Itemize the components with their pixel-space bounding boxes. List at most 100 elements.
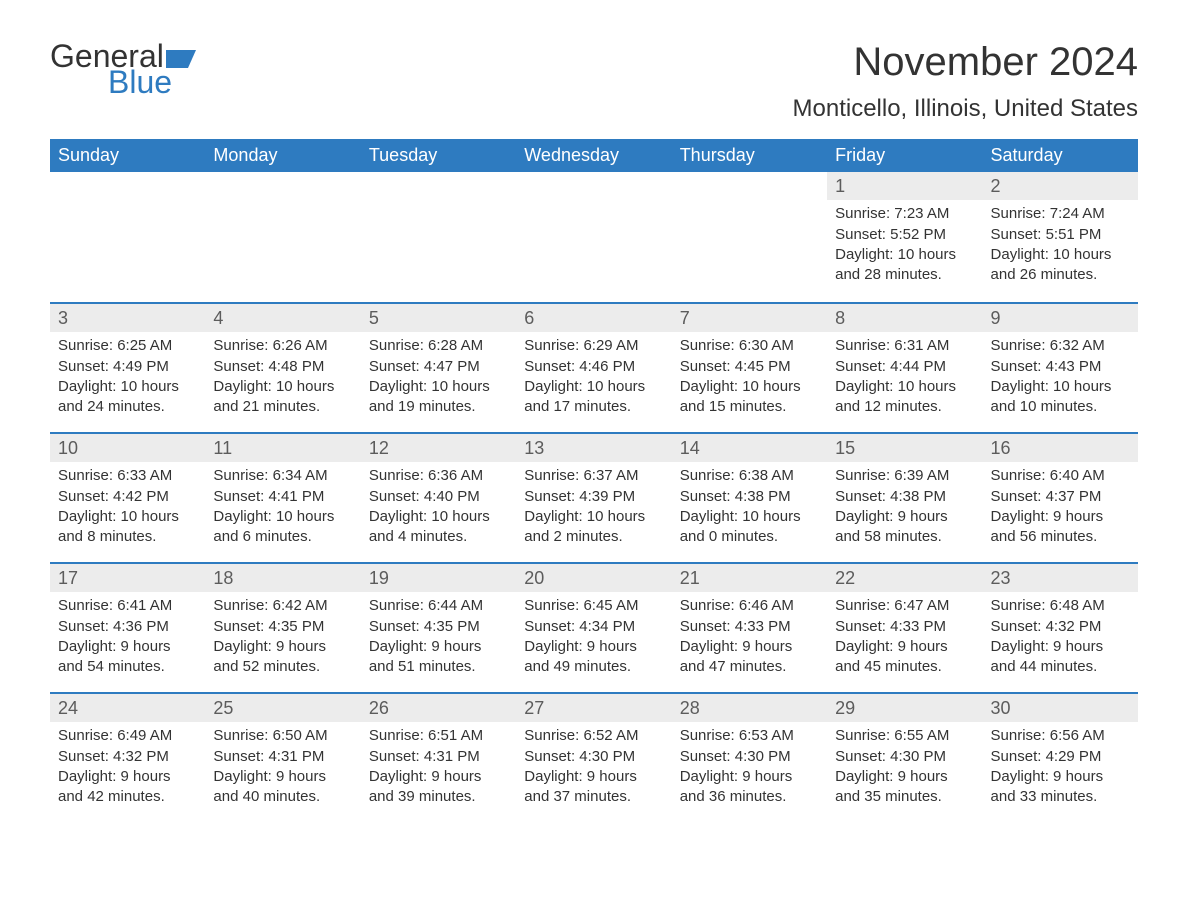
sunset-text: Sunset: 4:40 PM <box>369 487 508 507</box>
day-body: Sunrise: 6:31 AMSunset: 4:44 PMDaylight:… <box>827 332 982 429</box>
calendar-cell: 13Sunrise: 6:37 AMSunset: 4:39 PMDayligh… <box>516 434 671 562</box>
sunrise-text: Sunrise: 7:24 AM <box>991 204 1130 224</box>
title-block: November 2024 Monticello, Illinois, Unit… <box>793 40 1139 123</box>
day-header: Wednesday <box>516 139 671 172</box>
day-header: Tuesday <box>361 139 516 172</box>
sunset-text: Sunset: 4:45 PM <box>680 357 819 377</box>
day-body: Sunrise: 6:37 AMSunset: 4:39 PMDaylight:… <box>516 462 671 559</box>
sunset-text: Sunset: 4:36 PM <box>58 617 197 637</box>
calendar-cell: 24Sunrise: 6:49 AMSunset: 4:32 PMDayligh… <box>50 694 205 822</box>
day-number: 10 <box>50 434 205 462</box>
week-row: 17Sunrise: 6:41 AMSunset: 4:36 PMDayligh… <box>50 562 1138 692</box>
sunrise-text: Sunrise: 6:31 AM <box>835 336 974 356</box>
daylight-text: Daylight: 10 hours and 12 minutes. <box>835 377 974 418</box>
sunset-text: Sunset: 4:44 PM <box>835 357 974 377</box>
sunrise-text: Sunrise: 6:45 AM <box>524 596 663 616</box>
day-body: Sunrise: 6:55 AMSunset: 4:30 PMDaylight:… <box>827 722 982 819</box>
day-number: 29 <box>827 694 982 722</box>
sunset-text: Sunset: 4:43 PM <box>991 357 1130 377</box>
day-body: Sunrise: 6:38 AMSunset: 4:38 PMDaylight:… <box>672 462 827 559</box>
daylight-text: Daylight: 10 hours and 8 minutes. <box>58 507 197 548</box>
sunrise-text: Sunrise: 6:55 AM <box>835 726 974 746</box>
daylight-text: Daylight: 10 hours and 4 minutes. <box>369 507 508 548</box>
sunrise-text: Sunrise: 6:37 AM <box>524 466 663 486</box>
daylight-text: Daylight: 10 hours and 0 minutes. <box>680 507 819 548</box>
sunset-text: Sunset: 4:41 PM <box>213 487 352 507</box>
sunset-text: Sunset: 4:30 PM <box>680 747 819 767</box>
sunset-text: Sunset: 4:33 PM <box>680 617 819 637</box>
daylight-text: Daylight: 9 hours and 47 minutes. <box>680 637 819 678</box>
day-number: 20 <box>516 564 671 592</box>
calendar-cell: 1Sunrise: 7:23 AMSunset: 5:52 PMDaylight… <box>827 172 982 302</box>
sunrise-text: Sunrise: 6:34 AM <box>213 466 352 486</box>
day-number: 25 <box>205 694 360 722</box>
sunset-text: Sunset: 4:49 PM <box>58 357 197 377</box>
sunrise-text: Sunrise: 6:53 AM <box>680 726 819 746</box>
day-number: 23 <box>983 564 1138 592</box>
daylight-text: Daylight: 9 hours and 54 minutes. <box>58 637 197 678</box>
day-number: 3 <box>50 304 205 332</box>
sunrise-text: Sunrise: 6:29 AM <box>524 336 663 356</box>
day-number: 19 <box>361 564 516 592</box>
sunrise-text: Sunrise: 6:49 AM <box>58 726 197 746</box>
day-body: Sunrise: 6:39 AMSunset: 4:38 PMDaylight:… <box>827 462 982 559</box>
day-body: Sunrise: 6:44 AMSunset: 4:35 PMDaylight:… <box>361 592 516 689</box>
sunset-text: Sunset: 4:30 PM <box>524 747 663 767</box>
brand-word2: Blue <box>108 66 172 98</box>
day-body: Sunrise: 6:26 AMSunset: 4:48 PMDaylight:… <box>205 332 360 429</box>
sunset-text: Sunset: 4:37 PM <box>991 487 1130 507</box>
daylight-text: Daylight: 9 hours and 56 minutes. <box>991 507 1130 548</box>
sunset-text: Sunset: 4:34 PM <box>524 617 663 637</box>
sunset-text: Sunset: 4:31 PM <box>369 747 508 767</box>
brand-logo: General Blue <box>50 40 196 98</box>
calendar-cell: 7Sunrise: 6:30 AMSunset: 4:45 PMDaylight… <box>672 304 827 432</box>
calendar-cell: 9Sunrise: 6:32 AMSunset: 4:43 PMDaylight… <box>983 304 1138 432</box>
calendar-cell: 14Sunrise: 6:38 AMSunset: 4:38 PMDayligh… <box>672 434 827 562</box>
daylight-text: Daylight: 10 hours and 2 minutes. <box>524 507 663 548</box>
day-body: Sunrise: 6:56 AMSunset: 4:29 PMDaylight:… <box>983 722 1138 819</box>
day-body: Sunrise: 6:47 AMSunset: 4:33 PMDaylight:… <box>827 592 982 689</box>
day-number: 5 <box>361 304 516 332</box>
location-subtitle: Monticello, Illinois, United States <box>793 95 1139 123</box>
day-number: 12 <box>361 434 516 462</box>
calendar-cell: 2Sunrise: 7:24 AMSunset: 5:51 PMDaylight… <box>983 172 1138 302</box>
week-row: 3Sunrise: 6:25 AMSunset: 4:49 PMDaylight… <box>50 302 1138 432</box>
day-body: Sunrise: 6:50 AMSunset: 4:31 PMDaylight:… <box>205 722 360 819</box>
sunset-text: Sunset: 4:29 PM <box>991 747 1130 767</box>
day-number: 1 <box>827 172 982 200</box>
day-body: Sunrise: 6:52 AMSunset: 4:30 PMDaylight:… <box>516 722 671 819</box>
calendar-cell <box>516 172 671 302</box>
day-body: Sunrise: 6:41 AMSunset: 4:36 PMDaylight:… <box>50 592 205 689</box>
daylight-text: Daylight: 10 hours and 17 minutes. <box>524 377 663 418</box>
calendar-cell: 12Sunrise: 6:36 AMSunset: 4:40 PMDayligh… <box>361 434 516 562</box>
day-body: Sunrise: 7:23 AMSunset: 5:52 PMDaylight:… <box>827 200 982 297</box>
daylight-text: Daylight: 9 hours and 45 minutes. <box>835 637 974 678</box>
day-number: 28 <box>672 694 827 722</box>
day-number: 16 <box>983 434 1138 462</box>
sunset-text: Sunset: 4:30 PM <box>835 747 974 767</box>
day-number: 21 <box>672 564 827 592</box>
day-header: Friday <box>827 139 982 172</box>
sunrise-text: Sunrise: 6:40 AM <box>991 466 1130 486</box>
calendar-cell: 20 Sunrise: 6:45 AMSunset: 4:34 PMDayligh… <box>516 564 671 692</box>
sunset-text: Sunset: 4:31 PM <box>213 747 352 767</box>
calendar-cell <box>672 172 827 302</box>
sunset-text: Sunset: 4:38 PM <box>835 487 974 507</box>
daylight-text: Daylight: 9 hours and 44 minutes. <box>991 637 1130 678</box>
calendar-cell: 25Sunrise: 6:50 AMSunset: 4:31 PMDayligh… <box>205 694 360 822</box>
page-title: November 2024 <box>793 40 1139 85</box>
day-number: 30 <box>983 694 1138 722</box>
daylight-text: Daylight: 9 hours and 49 minutes. <box>524 637 663 678</box>
calendar-cell: 29Sunrise: 6:55 AMSunset: 4:30 PMDayligh… <box>827 694 982 822</box>
day-number: 11 <box>205 434 360 462</box>
day-number: 7 <box>672 304 827 332</box>
calendar-cell: 6Sunrise: 6:29 AMSunset: 4:46 PMDaylight… <box>516 304 671 432</box>
sunset-text: Sunset: 5:51 PM <box>991 225 1130 245</box>
sunrise-text: Sunrise: 6:39 AM <box>835 466 974 486</box>
day-number: 9 <box>983 304 1138 332</box>
day-body: Sunrise: 6:29 AMSunset: 4:46 PMDaylight:… <box>516 332 671 429</box>
day-number: 26 <box>361 694 516 722</box>
daylight-text: Daylight: 9 hours and 39 minutes. <box>369 767 508 808</box>
sunrise-text: Sunrise: 6:56 AM <box>991 726 1130 746</box>
daylight-text: Daylight: 9 hours and 58 minutes. <box>835 507 974 548</box>
